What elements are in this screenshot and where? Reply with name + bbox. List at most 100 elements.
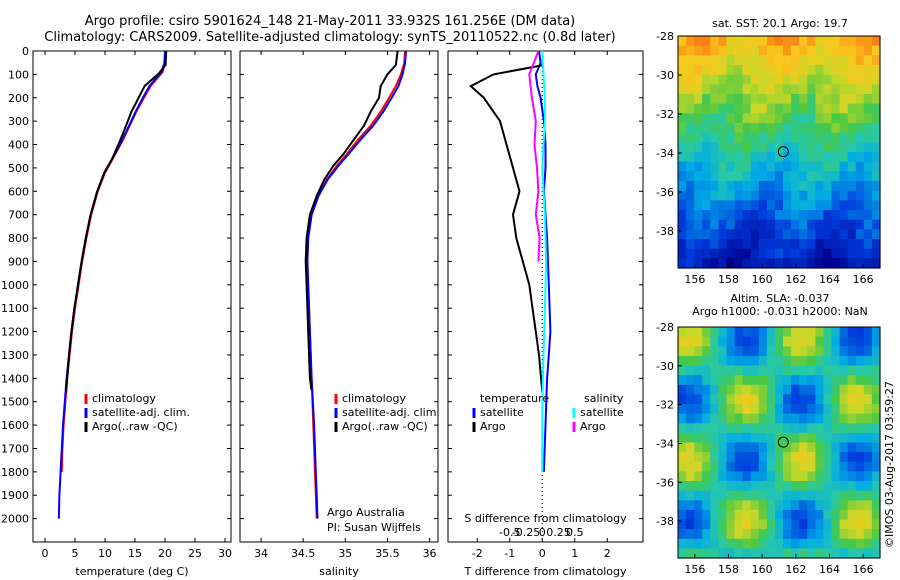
map-cell xyxy=(783,142,792,153)
map-cell xyxy=(742,103,752,114)
map-cell xyxy=(839,229,849,240)
map-cell xyxy=(839,65,849,76)
map-cell xyxy=(847,509,857,521)
map-cell xyxy=(839,113,849,124)
map-cell xyxy=(678,55,687,66)
map-cell xyxy=(791,258,800,269)
map-cell xyxy=(807,113,816,124)
map-cell xyxy=(791,152,800,163)
map-cell xyxy=(847,442,857,453)
map-cell xyxy=(831,248,841,259)
map-cell xyxy=(863,84,873,95)
map-cell xyxy=(815,248,825,259)
map-cell xyxy=(766,55,776,66)
map-cell xyxy=(831,161,841,172)
map-cell xyxy=(750,384,760,395)
map-cell xyxy=(799,394,808,405)
map-cell xyxy=(831,36,841,47)
map-cell xyxy=(678,113,687,124)
map-cell xyxy=(855,461,865,472)
map-cell xyxy=(686,490,695,501)
map-cell xyxy=(678,384,687,395)
map-cell xyxy=(783,84,792,95)
map-cell xyxy=(702,384,711,395)
map-cell xyxy=(799,152,808,163)
map-cell xyxy=(815,258,825,269)
map-cell xyxy=(718,336,728,347)
map-cell xyxy=(734,500,744,511)
map-x-tick-label: 162 xyxy=(785,273,806,286)
map-cell xyxy=(686,219,695,230)
map-cell xyxy=(799,548,808,559)
map-cell xyxy=(807,181,816,192)
map-cell xyxy=(750,375,760,386)
map-cell xyxy=(831,336,841,347)
map-cell xyxy=(807,452,816,463)
map-cell xyxy=(718,500,728,511)
map-cell xyxy=(815,152,825,163)
map-cell xyxy=(678,404,687,415)
map-cell xyxy=(694,394,703,405)
map-cell xyxy=(726,375,736,386)
map-cell xyxy=(726,452,736,463)
map-cell xyxy=(678,45,687,56)
map-cell xyxy=(742,229,752,240)
map-cell xyxy=(791,490,800,501)
map-cell xyxy=(871,55,881,66)
map-cell xyxy=(815,45,825,56)
map-cell xyxy=(758,161,768,172)
figure-title-line2: Climatology: CARS2009. Satellite-adjuste… xyxy=(44,30,616,45)
map-cell xyxy=(847,490,857,501)
map-cell xyxy=(702,248,711,259)
map-cell xyxy=(686,336,695,347)
map-cell xyxy=(839,74,849,85)
map-cell xyxy=(726,36,736,47)
map-cell xyxy=(718,529,728,540)
map-cell xyxy=(694,404,703,415)
map-cell xyxy=(742,65,752,76)
map-cell xyxy=(718,509,728,521)
map-cell xyxy=(847,142,857,153)
map-cell xyxy=(815,103,825,114)
map-cell xyxy=(807,142,816,153)
map-cell xyxy=(847,239,857,250)
map-cell xyxy=(823,500,833,511)
map-cell xyxy=(718,200,728,211)
series-line-satellite xyxy=(541,50,548,472)
map-cell xyxy=(702,258,711,269)
map-cell xyxy=(734,123,744,134)
map-cell xyxy=(742,481,752,492)
map-cell xyxy=(678,548,687,559)
x-tick-label: 0 xyxy=(539,547,546,560)
map-cell xyxy=(831,423,841,434)
map-cell xyxy=(855,65,865,76)
map-cell xyxy=(847,74,857,85)
map-cell xyxy=(775,481,784,492)
map-cell xyxy=(750,94,760,105)
map-cell xyxy=(702,519,711,530)
map-cell xyxy=(863,171,873,182)
map-cell xyxy=(807,346,816,357)
map-cell xyxy=(839,258,849,269)
map-cell xyxy=(807,229,816,240)
map-cell xyxy=(718,84,728,95)
x2-label: S difference from climatology xyxy=(464,512,627,525)
map-cell xyxy=(686,181,695,192)
map-cell xyxy=(742,152,752,163)
map-y-tick-label: -38 xyxy=(656,225,674,238)
map-cell xyxy=(839,548,849,559)
map-cell xyxy=(839,200,849,211)
map-cell xyxy=(775,461,784,472)
map-y-tick-label: -30 xyxy=(656,360,674,373)
map-cell xyxy=(815,452,825,463)
map-cell xyxy=(686,423,695,434)
map-cell xyxy=(831,355,841,367)
map-cell xyxy=(758,142,768,153)
map-cell xyxy=(815,219,825,230)
map-cell xyxy=(718,442,728,453)
map-cell xyxy=(766,327,776,338)
map-cell xyxy=(783,36,792,47)
map-cell xyxy=(823,384,833,395)
map-cell xyxy=(718,548,728,559)
map-cell xyxy=(758,500,768,511)
